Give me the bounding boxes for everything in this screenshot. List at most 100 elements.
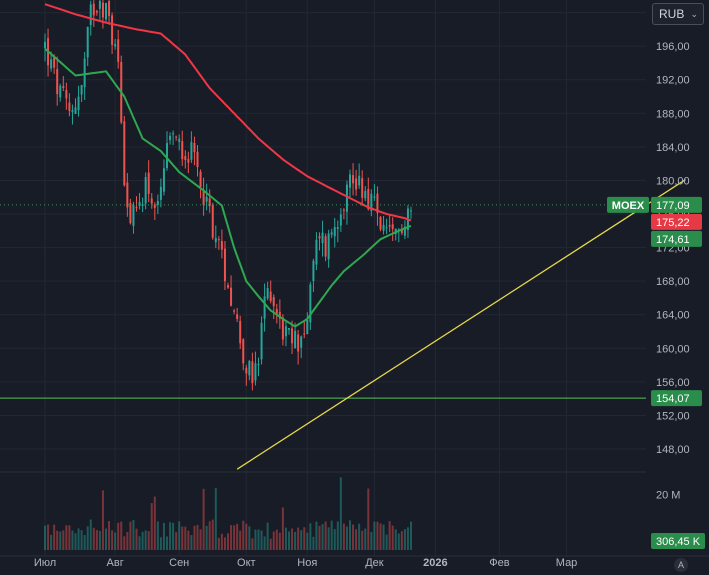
candle-body xyxy=(62,86,65,89)
volume-bar xyxy=(367,488,370,550)
volume-bar xyxy=(220,533,223,550)
candle-body xyxy=(211,204,214,238)
volume-bar xyxy=(272,531,275,550)
candle-body xyxy=(181,141,184,160)
volume-bar xyxy=(315,521,318,550)
candle-body xyxy=(86,26,89,58)
volume-bar xyxy=(117,522,120,550)
symbol-badge-label: MOEX xyxy=(612,200,645,212)
volume-badge xyxy=(651,533,705,549)
volume-bar xyxy=(300,530,303,550)
volume-bar xyxy=(71,530,74,550)
currency-select[interactable]: RUB ⌄ xyxy=(652,3,704,25)
candle-body xyxy=(233,310,236,312)
candle-body xyxy=(220,241,223,250)
volume-bar xyxy=(211,519,214,550)
volume-bar xyxy=(391,525,394,550)
price-tick-label: 156,00 xyxy=(656,377,690,389)
volume-bar xyxy=(358,523,361,550)
volume-bar xyxy=(291,528,294,550)
volume-bar xyxy=(318,525,321,550)
volume-bar xyxy=(159,537,162,550)
volume-bar xyxy=(236,523,239,550)
candle-body xyxy=(169,135,172,141)
candle-body xyxy=(178,138,181,142)
volume-bar xyxy=(275,529,278,550)
price-badge xyxy=(651,390,702,407)
volume-bar xyxy=(53,524,56,550)
price-tick-label: 152,00 xyxy=(656,410,690,422)
auto-scale-button[interactable]: A xyxy=(674,558,688,572)
candle-body xyxy=(92,3,95,16)
volume-bar xyxy=(385,534,388,550)
candle-body xyxy=(98,0,101,9)
candle-body xyxy=(153,204,156,208)
grid xyxy=(0,0,709,557)
candle-body xyxy=(190,142,193,160)
time-tick-label: Авг xyxy=(107,557,124,569)
volume-bar xyxy=(123,536,126,550)
price-badge-label: 177,09 xyxy=(656,200,690,212)
price-tick-label: 188,00 xyxy=(656,108,690,120)
candle-body xyxy=(275,309,278,314)
volume-bar xyxy=(251,538,254,550)
candle-body xyxy=(361,178,364,198)
candle-body xyxy=(278,311,281,319)
ma-fast-line xyxy=(44,47,412,328)
volume-bar xyxy=(132,519,135,550)
price-badge-label: 174,61 xyxy=(656,234,690,246)
candle-body xyxy=(306,319,309,334)
candle-body xyxy=(68,102,71,111)
volume-bar xyxy=(330,520,333,550)
volume-bar xyxy=(147,531,150,550)
candle-body xyxy=(352,175,355,184)
candle-body xyxy=(65,89,68,99)
candle-body xyxy=(166,143,168,169)
symbol-badge xyxy=(607,196,649,213)
volume-bar xyxy=(205,525,208,550)
volume-bar xyxy=(230,525,233,550)
volume-bar xyxy=(227,533,229,550)
volume-badge-label: 306,45 K xyxy=(656,536,701,548)
candle-body xyxy=(71,110,74,112)
candle-body xyxy=(260,322,263,360)
candle-body xyxy=(135,207,138,209)
volume-bar xyxy=(245,523,248,550)
volume-bar xyxy=(111,530,114,550)
volume-bar xyxy=(294,531,297,550)
candle-body xyxy=(162,168,165,192)
volume-bar xyxy=(312,536,315,550)
volume-bar xyxy=(288,531,290,550)
candle-body xyxy=(89,4,92,25)
volume-bar xyxy=(306,532,309,550)
candle-body xyxy=(370,193,373,211)
price-tick-label: 184,00 xyxy=(656,142,690,154)
volume-bar xyxy=(309,523,312,550)
volume-bar xyxy=(150,503,153,550)
price-badge-label: 175,22 xyxy=(656,217,690,229)
candle-body xyxy=(251,361,254,384)
volume-bar xyxy=(153,496,156,550)
volume-bar xyxy=(376,521,379,550)
volume-bar xyxy=(361,530,364,550)
chevron-down-icon: ⌄ xyxy=(690,8,698,19)
candle-body xyxy=(108,1,111,16)
candle-body xyxy=(315,239,318,265)
candle-body xyxy=(175,136,178,138)
volume-bar xyxy=(156,521,159,550)
candle-body xyxy=(123,121,126,186)
volume-bar xyxy=(284,527,287,550)
volume-bar xyxy=(345,526,348,550)
candle-body xyxy=(294,330,297,349)
candle-body xyxy=(80,85,83,95)
volume-bar xyxy=(175,532,178,550)
price-tick-label: 192,00 xyxy=(656,75,690,87)
volume-bar xyxy=(388,521,391,550)
candle-body xyxy=(303,333,306,335)
volume-bar xyxy=(196,524,199,550)
volume-bar xyxy=(254,529,257,550)
candle-body xyxy=(269,291,272,302)
candle-body xyxy=(242,339,245,364)
